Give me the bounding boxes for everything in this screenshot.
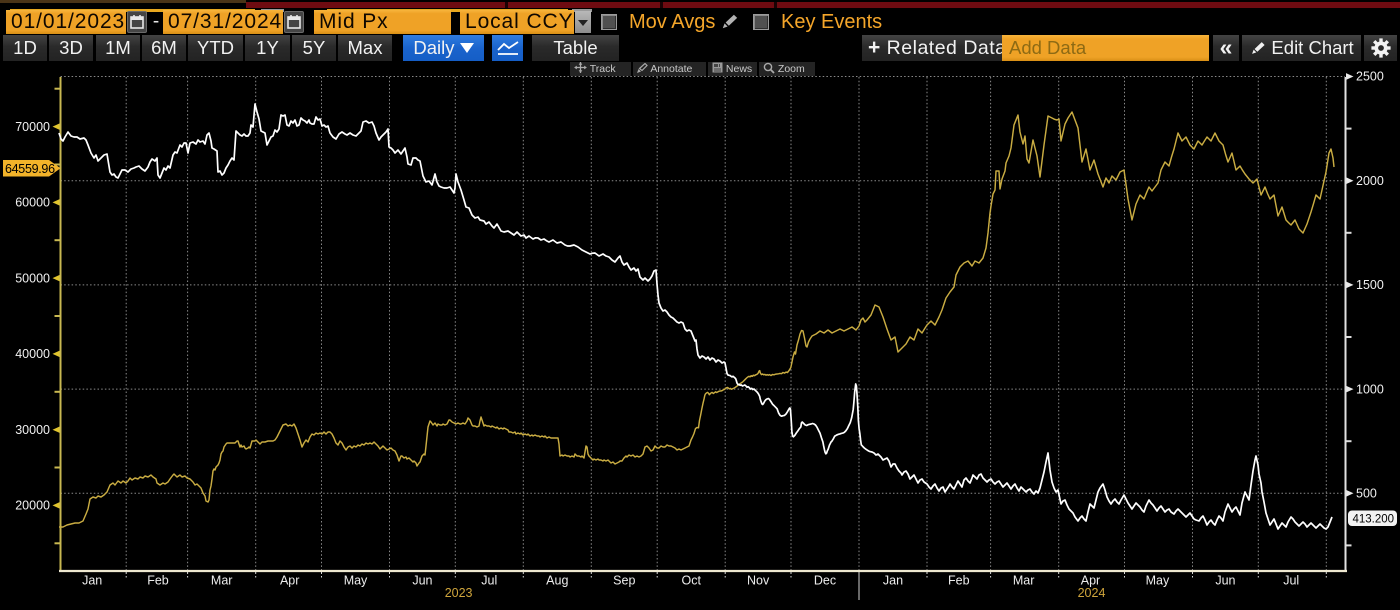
svg-text:20000: 20000 xyxy=(15,499,50,513)
svg-text:50000: 50000 xyxy=(15,271,50,285)
svg-text:1500: 1500 xyxy=(1356,278,1384,292)
svg-text:Sep: Sep xyxy=(613,574,635,588)
svg-text:413.200: 413.200 xyxy=(1353,514,1395,526)
svg-text:Dec: Dec xyxy=(814,574,836,588)
svg-text:Jan: Jan xyxy=(883,574,903,588)
svg-text:Apr: Apr xyxy=(1081,574,1100,588)
svg-text:Jul: Jul xyxy=(1283,574,1299,588)
svg-text:70000: 70000 xyxy=(15,120,50,134)
svg-text:Nov: Nov xyxy=(747,574,770,588)
svg-text:Jun: Jun xyxy=(412,574,432,588)
svg-text:Jun: Jun xyxy=(1215,574,1235,588)
svg-text:64559.96: 64559.96 xyxy=(5,162,55,176)
svg-text:May: May xyxy=(1146,574,1170,588)
svg-text:2024: 2024 xyxy=(1078,586,1106,600)
svg-text:Oct: Oct xyxy=(681,574,701,588)
svg-text:500: 500 xyxy=(1356,487,1377,501)
svg-text:1000: 1000 xyxy=(1356,382,1384,396)
svg-text:Apr: Apr xyxy=(280,574,299,588)
svg-text:Feb: Feb xyxy=(147,574,169,588)
svg-text:Feb: Feb xyxy=(948,574,970,588)
svg-text:Mar: Mar xyxy=(211,574,233,588)
svg-text:Mar: Mar xyxy=(1013,574,1035,588)
svg-text:2023: 2023 xyxy=(445,586,473,600)
svg-text:30000: 30000 xyxy=(15,423,50,437)
svg-text:60000: 60000 xyxy=(15,196,50,210)
svg-text:Jan: Jan xyxy=(82,574,102,588)
svg-text:2000: 2000 xyxy=(1356,174,1384,188)
svg-text:Jul: Jul xyxy=(481,574,497,588)
svg-text:2500: 2500 xyxy=(1356,70,1384,84)
svg-text:Aug: Aug xyxy=(546,574,568,588)
svg-text:May: May xyxy=(344,574,368,588)
svg-text:40000: 40000 xyxy=(15,347,50,361)
